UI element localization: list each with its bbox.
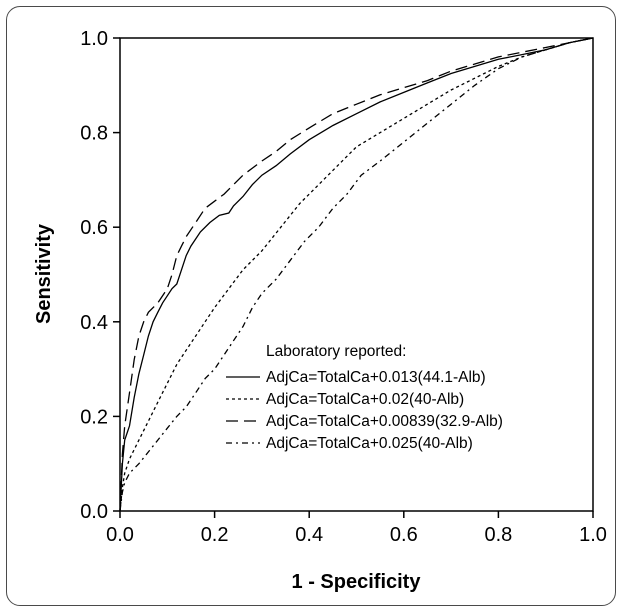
x-tick-label: 0.0 [106, 524, 134, 546]
roc-curves [119, 37, 594, 512]
x-tick-label: 0.6 [390, 524, 418, 546]
legend-label-2: AdjCa=TotalCa+0.02(40-Alb) [266, 391, 464, 408]
x-tick-label: 1.0 [579, 524, 607, 546]
x-axis: 0.0 0.2 0.4 0.6 0.8 1.0 [106, 511, 607, 546]
x-tick-label: 0.2 [201, 524, 229, 546]
roc-curve-1 [119, 37, 594, 512]
chart-frame [6, 6, 616, 606]
y-tick-label: 0.6 [80, 217, 108, 239]
x-tick-label: 0.8 [484, 524, 512, 546]
y-axis-title: Sensitivity [33, 223, 55, 324]
y-axis: 0.0 0.2 0.4 0.6 0.8 1.0 [80, 28, 120, 523]
legend-label-3: AdjCa=TotalCa+0.00839(32.9-Alb) [266, 413, 503, 430]
legend-label-4: AdjCa=TotalCa+0.025(40-Alb) [266, 435, 473, 452]
legend-header: Laboratory reported: [266, 343, 406, 360]
y-tick-label: 0.8 [80, 123, 108, 145]
legend: Laboratory reported: AdjCa=TotalCa+0.013… [226, 343, 503, 452]
legend-label-1: AdjCa=TotalCa+0.013(44.1-Alb) [266, 369, 486, 386]
y-tick-label: 0.4 [80, 312, 108, 334]
plot-area [119, 37, 594, 512]
y-tick-label: 0.2 [80, 406, 108, 428]
roc-curve-2 [119, 37, 594, 512]
y-tick-label: 1.0 [80, 28, 108, 50]
x-tick-label: 0.4 [295, 524, 323, 546]
x-axis-title: 1 - Specificity [292, 571, 422, 593]
y-tick-label: 0.0 [80, 501, 108, 523]
roc-curve-3 [119, 37, 594, 512]
